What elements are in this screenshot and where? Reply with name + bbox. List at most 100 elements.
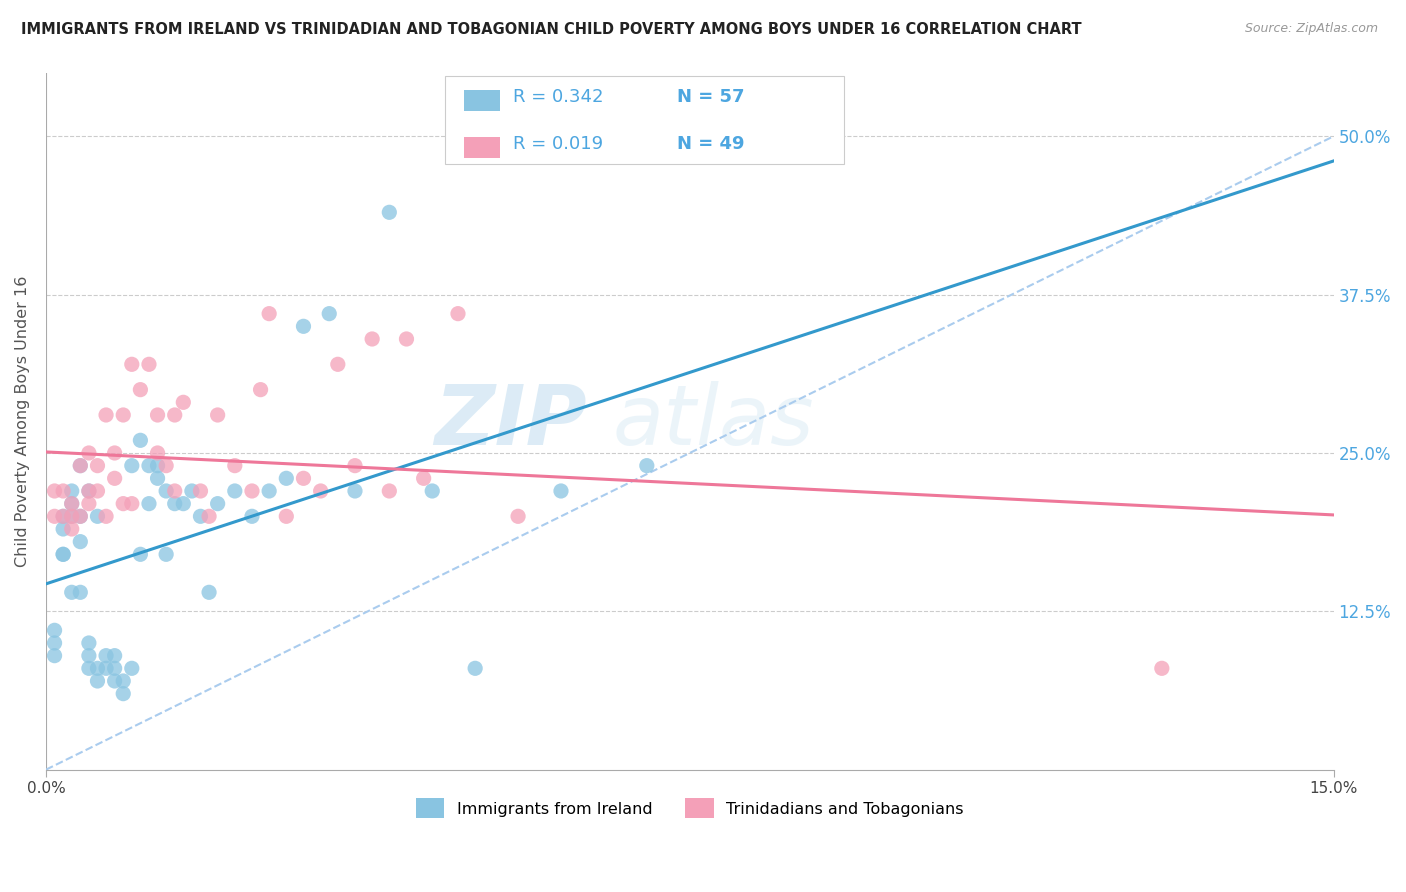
Point bbox=[121, 497, 143, 511]
Point bbox=[257, 307, 280, 321]
Text: atlas: atlas bbox=[613, 381, 814, 462]
Point bbox=[86, 673, 108, 688]
Point bbox=[52, 509, 75, 524]
Point bbox=[104, 673, 127, 688]
Point bbox=[60, 497, 83, 511]
Point bbox=[207, 497, 229, 511]
Point bbox=[190, 483, 212, 498]
Point bbox=[104, 661, 127, 675]
Text: R = 0.019: R = 0.019 bbox=[513, 135, 603, 153]
Point bbox=[129, 547, 152, 561]
Text: ZIP: ZIP bbox=[434, 381, 586, 462]
Point bbox=[44, 624, 66, 638]
Point bbox=[77, 497, 100, 511]
Point bbox=[94, 509, 117, 524]
Point bbox=[60, 483, 83, 498]
Point bbox=[69, 509, 91, 524]
Point bbox=[112, 687, 135, 701]
Point bbox=[112, 497, 135, 511]
Point bbox=[138, 497, 160, 511]
Point bbox=[163, 483, 186, 498]
Point bbox=[318, 307, 340, 321]
Point bbox=[1150, 661, 1173, 675]
Point bbox=[94, 648, 117, 663]
Point bbox=[155, 547, 177, 561]
Point bbox=[506, 509, 529, 524]
Point bbox=[86, 509, 108, 524]
Point bbox=[292, 319, 315, 334]
Point bbox=[163, 408, 186, 422]
Point bbox=[292, 471, 315, 485]
Text: N = 49: N = 49 bbox=[676, 135, 744, 153]
Point bbox=[146, 408, 169, 422]
Text: IMMIGRANTS FROM IRELAND VS TRINIDADIAN AND TOBAGONIAN CHILD POVERTY AMONG BOYS U: IMMIGRANTS FROM IRELAND VS TRINIDADIAN A… bbox=[21, 22, 1081, 37]
Point bbox=[224, 458, 246, 473]
Point bbox=[155, 483, 177, 498]
Point bbox=[104, 471, 127, 485]
Point bbox=[343, 483, 366, 498]
Point bbox=[60, 509, 83, 524]
Text: Source: ZipAtlas.com: Source: ZipAtlas.com bbox=[1244, 22, 1378, 36]
Point bbox=[44, 509, 66, 524]
Point bbox=[155, 458, 177, 473]
Point bbox=[172, 395, 194, 409]
Point bbox=[464, 661, 486, 675]
Point bbox=[257, 483, 280, 498]
Point bbox=[60, 497, 83, 511]
Point bbox=[249, 383, 271, 397]
Point bbox=[69, 509, 91, 524]
Point bbox=[77, 483, 100, 498]
Point bbox=[420, 483, 443, 498]
Point bbox=[309, 483, 332, 498]
Point bbox=[44, 483, 66, 498]
Point bbox=[44, 648, 66, 663]
Point bbox=[52, 483, 75, 498]
Point bbox=[276, 471, 298, 485]
Point bbox=[94, 661, 117, 675]
Point bbox=[276, 509, 298, 524]
Point bbox=[52, 509, 75, 524]
Point bbox=[77, 446, 100, 460]
Point bbox=[77, 483, 100, 498]
Point bbox=[636, 458, 658, 473]
Point bbox=[77, 636, 100, 650]
Point bbox=[361, 332, 384, 346]
Point bbox=[240, 509, 263, 524]
Point bbox=[69, 458, 91, 473]
Point bbox=[104, 446, 127, 460]
Point bbox=[77, 648, 100, 663]
Point bbox=[326, 357, 349, 371]
Point bbox=[146, 446, 169, 460]
Point bbox=[121, 458, 143, 473]
FancyBboxPatch shape bbox=[464, 137, 501, 158]
Point bbox=[129, 434, 152, 448]
Point bbox=[138, 357, 160, 371]
Y-axis label: Child Poverty Among Boys Under 16: Child Poverty Among Boys Under 16 bbox=[15, 276, 30, 567]
Point bbox=[412, 471, 434, 485]
Point bbox=[69, 534, 91, 549]
Point bbox=[86, 483, 108, 498]
Point bbox=[52, 547, 75, 561]
Point bbox=[69, 585, 91, 599]
Point bbox=[112, 673, 135, 688]
Point bbox=[240, 483, 263, 498]
Point bbox=[104, 648, 127, 663]
Point bbox=[86, 458, 108, 473]
Point bbox=[112, 408, 135, 422]
Point bbox=[60, 509, 83, 524]
Point bbox=[224, 483, 246, 498]
Legend: Immigrants from Ireland, Trinidadians and Tobagonians: Immigrants from Ireland, Trinidadians an… bbox=[409, 792, 970, 824]
Point bbox=[550, 483, 572, 498]
Point bbox=[121, 357, 143, 371]
Point bbox=[395, 332, 418, 346]
FancyBboxPatch shape bbox=[464, 90, 501, 112]
FancyBboxPatch shape bbox=[446, 77, 844, 163]
Point bbox=[60, 585, 83, 599]
Point bbox=[77, 661, 100, 675]
Point bbox=[207, 408, 229, 422]
Point bbox=[163, 497, 186, 511]
Point bbox=[60, 522, 83, 536]
Point bbox=[138, 458, 160, 473]
Point bbox=[121, 661, 143, 675]
Point bbox=[146, 458, 169, 473]
